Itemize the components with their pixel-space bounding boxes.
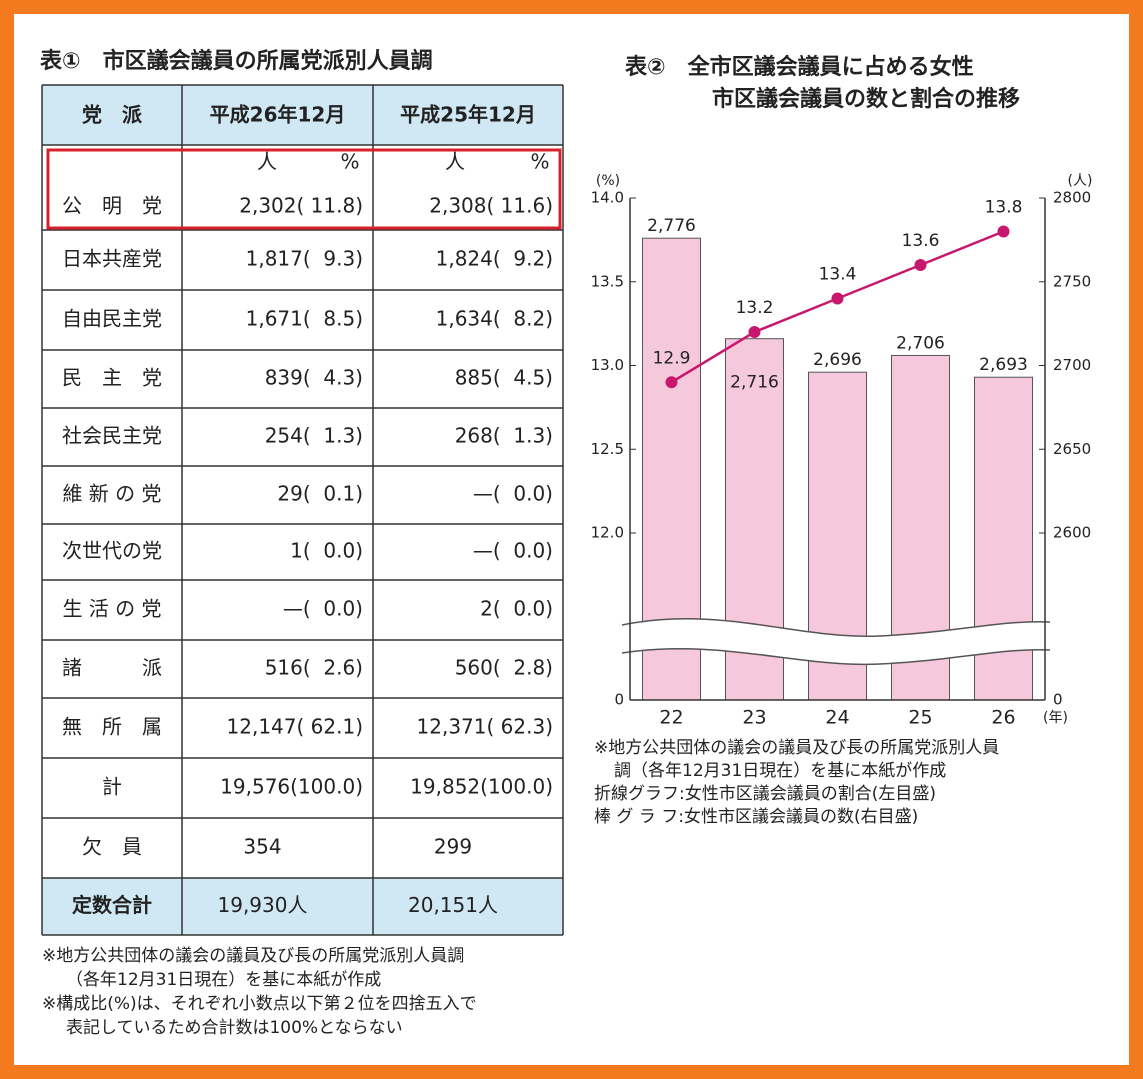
x-tick-label: 22	[659, 707, 683, 729]
row-label: 計	[102, 775, 122, 799]
line-value-label: 12.9	[653, 348, 691, 368]
chart-note: 調（各年12月31日現在）を基に本紙が作成	[614, 761, 946, 781]
y2-axis-label: (人)	[1068, 173, 1093, 189]
header-cell: 平成25年12月	[400, 103, 536, 127]
bar-value-label: 2,776	[647, 216, 696, 236]
cell: —( 0.0)	[473, 482, 553, 506]
cell: 19,852(100.0)	[410, 775, 553, 799]
y2-tick-label: 2600	[1053, 524, 1091, 542]
x-tick-label: 25	[908, 707, 932, 729]
line-value-label: 13.8	[985, 198, 1023, 218]
row-label: 自由民主党	[62, 307, 162, 331]
y-tick-label: 12.0	[591, 524, 624, 542]
cell: 299	[434, 835, 472, 859]
cell: 19,930人	[218, 893, 308, 917]
x-axis-label: (年)	[1043, 710, 1068, 726]
row-label: 無 所 属	[62, 715, 162, 739]
cell: 254( 1.3)	[265, 424, 363, 448]
x-tick-label: 24	[825, 707, 849, 729]
cell: 12,147( 62.1)	[227, 715, 363, 739]
header-bg	[42, 85, 563, 145]
cell: 885( 4.5)	[455, 366, 553, 390]
line-point	[665, 376, 678, 389]
total-bg	[42, 878, 563, 935]
y2-tick-label: 2800	[1053, 189, 1091, 207]
row-label: 維 新 の 党	[62, 482, 161, 506]
table-note: ※構成比(%)は、それぞれ小数点以下第２位を四捨五入で	[42, 994, 477, 1014]
line-value-label: 13.6	[902, 231, 940, 251]
break-line	[621, 618, 1051, 638]
y-tick-label: 13.0	[591, 356, 624, 374]
chart-note: 棒 グ ラ フ:女性市区議会議員の数(右目盛)	[594, 807, 918, 827]
y2-tick-label: 0	[1053, 691, 1063, 709]
y-axis-label: (%)	[596, 173, 620, 189]
line-point	[914, 259, 927, 271]
cell: —( 0.0)	[283, 597, 363, 621]
x-tick-label: 23	[742, 707, 766, 729]
axis-break	[622, 618, 1050, 665]
header-cell: 党 派	[82, 103, 143, 127]
y-tick-label: 14.0	[591, 189, 624, 207]
cell: 29( 0.1)	[277, 482, 363, 506]
line-value-label: 13.2	[736, 298, 774, 318]
chart-note: 折線グラフ:女性市区議会議員の割合(左目盛)	[594, 784, 936, 804]
unit-label: 人	[257, 150, 277, 174]
chart-note: ※地方公共団体の議会の議員及び長の所属党派別人員	[594, 738, 999, 758]
row-label: 欠 員	[82, 835, 142, 859]
row-label: 諸 派	[62, 656, 162, 680]
y-tick-label: 13.5	[591, 272, 624, 290]
cell: 20,151人	[408, 893, 498, 917]
cell: 2,308( 11.6)	[429, 194, 553, 218]
y2-tick-label: 2750	[1053, 272, 1091, 290]
cell: 268( 1.3)	[455, 424, 553, 448]
bar-value-label: 2,706	[896, 333, 945, 353]
chart-title: 表② 全市区議会議員に占める女性	[625, 54, 974, 80]
bar-value-label: 2,693	[979, 355, 1028, 375]
cell: 839( 4.3)	[265, 366, 363, 390]
cell: 1,817( 9.3)	[246, 247, 363, 271]
row-label: 次世代の党	[62, 539, 162, 563]
line-point	[748, 326, 761, 338]
line-value-label: 13.4	[819, 265, 857, 285]
x-tick-label: 26	[991, 707, 1015, 729]
y2-tick-label: 2700	[1053, 356, 1091, 374]
row-label: 民 主 党	[62, 366, 162, 390]
y2-tick-label: 2650	[1053, 440, 1091, 458]
chart-title: 市区議会議員の数と割合の推移	[712, 86, 1020, 112]
row-label: 定数合計	[72, 893, 152, 917]
cell: 19,576(100.0)	[220, 775, 363, 799]
line-point	[831, 292, 844, 305]
highlight-box	[46, 148, 562, 230]
cell: 354	[243, 835, 281, 859]
row-label: 生 活 の 党	[62, 597, 161, 621]
table-note: ※地方公共団体の議会の議員及び長の所属党派別人員調	[42, 946, 464, 966]
cell: 560( 2.8)	[455, 656, 553, 680]
row-label: 日本共産党	[62, 247, 162, 271]
cell: 1( 0.0)	[290, 539, 363, 563]
y-tick-label: 0	[614, 691, 624, 709]
y-tick-label: 12.5	[591, 440, 624, 458]
cell: 1,824( 9.2)	[436, 247, 553, 271]
unit-label: %	[340, 150, 359, 174]
bar-value-label: 2,696	[813, 350, 862, 370]
cell: 12,371( 62.3)	[417, 715, 553, 739]
cell: 1,671( 8.5)	[246, 307, 363, 331]
cell: 516( 2.6)	[265, 656, 363, 680]
cell: 2( 0.0)	[480, 597, 553, 621]
unit-label: %	[530, 150, 549, 174]
table-note: （各年12月31日現在）を基に本紙が作成	[66, 970, 381, 990]
bar-value-label: 2,716	[730, 373, 779, 393]
break-line	[621, 648, 1051, 666]
header-cell: 平成26年12月	[210, 103, 346, 127]
cell: 1,634( 8.2)	[436, 307, 553, 331]
cell: —( 0.0)	[473, 539, 553, 563]
table-title: 表① 市区議会議員の所属党派別人員調	[40, 48, 433, 74]
cell: 2,302( 11.8)	[239, 194, 363, 218]
row-label: 公 明 党	[62, 194, 162, 218]
table-note: 表記しているため合計数は100%とならない	[66, 1018, 403, 1038]
row-label: 社会民主党	[62, 424, 162, 448]
unit-label: 人	[445, 150, 465, 174]
line-point	[997, 225, 1010, 238]
